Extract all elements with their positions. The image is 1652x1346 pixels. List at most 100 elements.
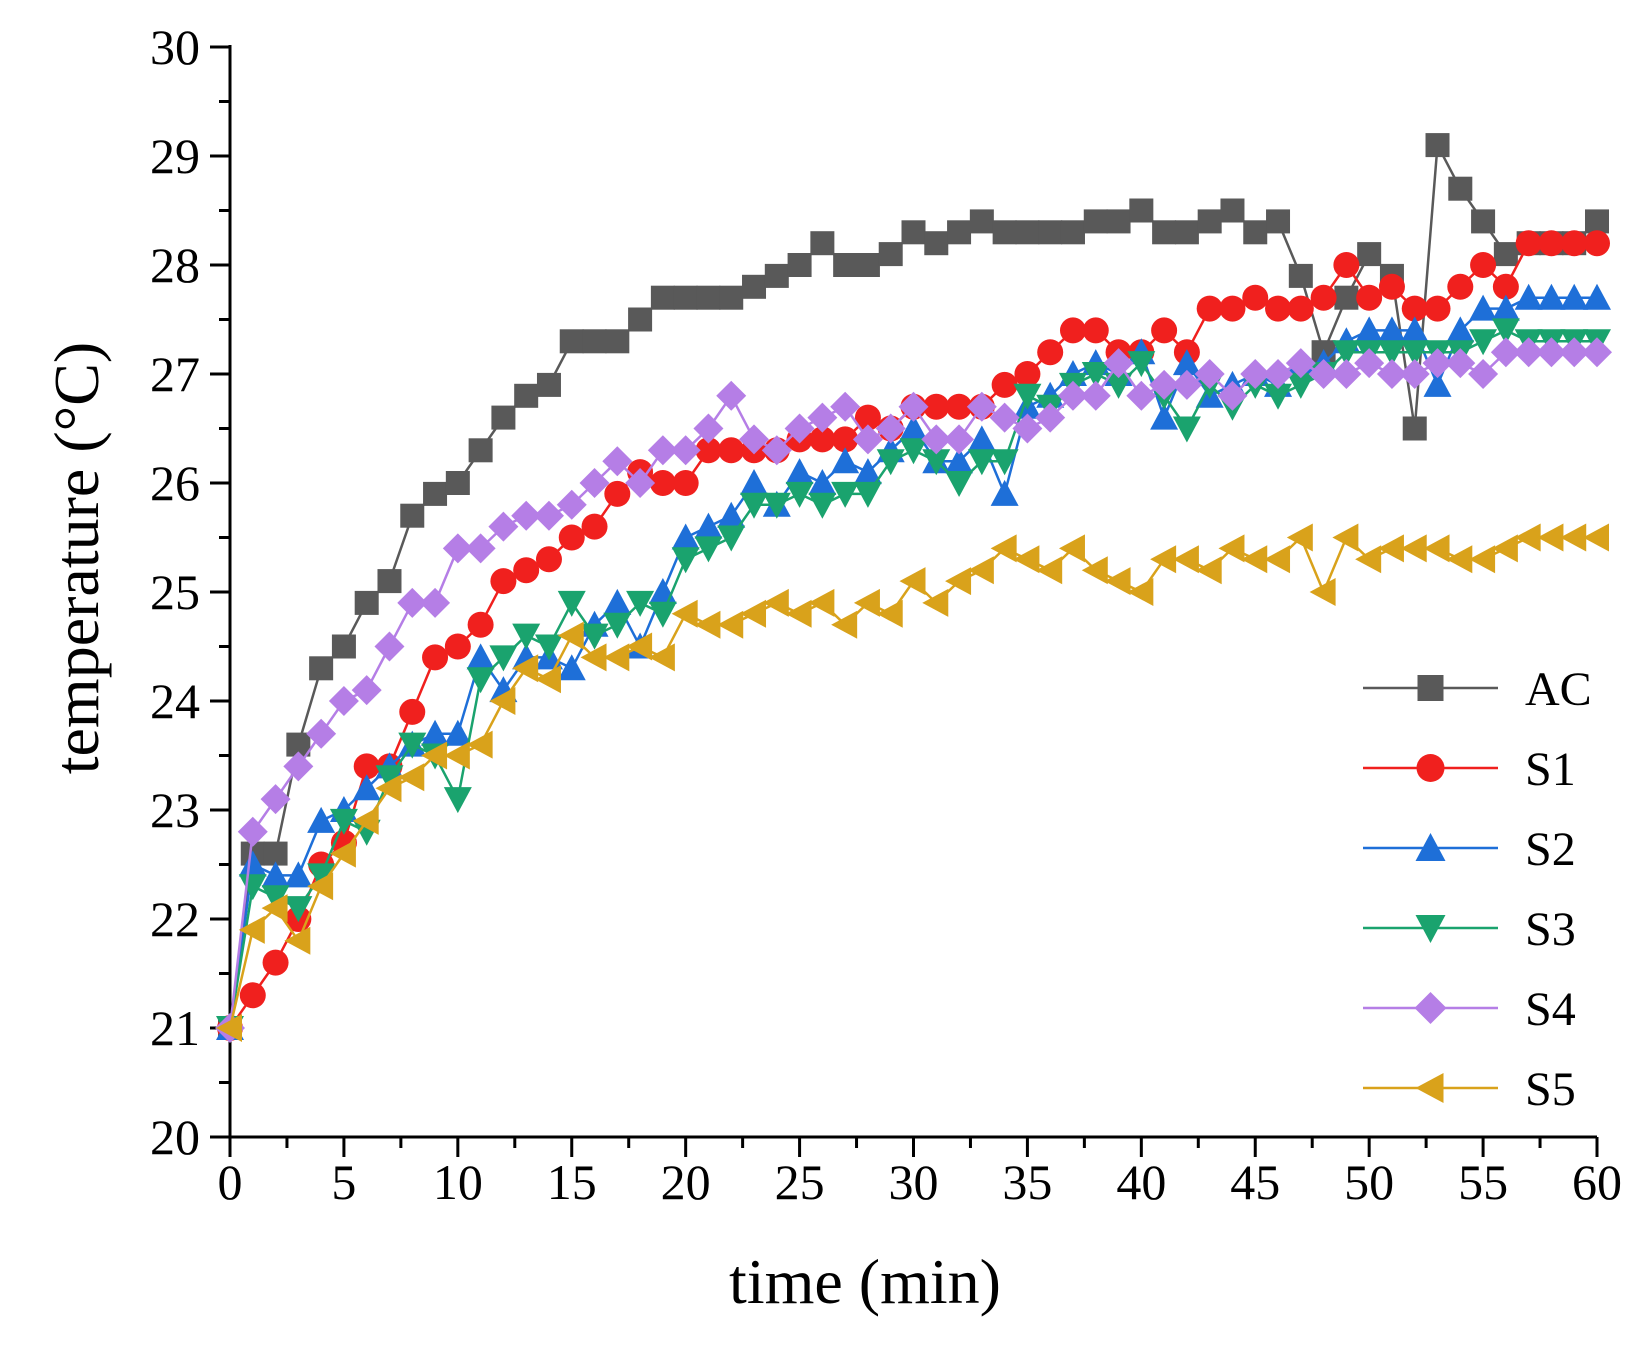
data-point-s2 — [557, 654, 586, 681]
data-point-s1 — [1492, 273, 1519, 300]
data-point-s3 — [740, 492, 769, 519]
data-point-s4 — [852, 424, 883, 455]
data-point-s4 — [921, 424, 952, 455]
data-point-s5 — [1127, 578, 1154, 606]
data-point-s3 — [1013, 383, 1042, 410]
legend-marker — [1415, 833, 1446, 861]
legend-item-s3: S3 — [1363, 903, 1576, 956]
data-point-s3 — [557, 590, 586, 617]
legend-item-s2: S2 — [1363, 823, 1576, 876]
data-point-s3 — [261, 885, 290, 912]
data-point-s1 — [1356, 284, 1383, 311]
data-point-s4 — [1057, 380, 1088, 411]
x-tick-label: 5 — [331, 1154, 356, 1210]
data-point-s5 — [352, 806, 379, 835]
x-tick-label: 0 — [218, 1154, 243, 1210]
data-point-s5 — [421, 741, 448, 770]
data-point-s2 — [899, 414, 928, 441]
data-point-ac — [1083, 209, 1108, 234]
data-point-s4 — [1171, 369, 1202, 400]
y-tick-label: 23 — [150, 782, 200, 838]
data-point-s2 — [466, 643, 495, 670]
data-point-s5 — [1013, 545, 1040, 574]
data-point-ac — [1334, 285, 1359, 310]
data-point-s1 — [262, 949, 289, 976]
data-point-s5 — [785, 599, 812, 628]
legend-marker — [1416, 754, 1445, 782]
data-point-s4 — [328, 686, 359, 716]
data-point-s1 — [1515, 230, 1542, 257]
data-point-s1 — [923, 393, 950, 420]
data-point-s5 — [1469, 545, 1496, 574]
data-point-s3 — [1286, 372, 1315, 399]
data-point-s1 — [1287, 295, 1314, 322]
data-point-s3 — [648, 601, 677, 628]
data-point-s5 — [1150, 545, 1177, 574]
data-point-s4 — [647, 435, 678, 466]
data-point-s5 — [1218, 534, 1245, 563]
y-tick-label: 27 — [150, 346, 200, 402]
data-point-s3 — [443, 787, 472, 814]
legend-item-ac: AC — [1363, 663, 1592, 716]
data-point-ac — [1493, 242, 1518, 267]
legend-marker — [1414, 992, 1447, 1024]
data-point-s4 — [1035, 402, 1066, 433]
data-point-ac — [1357, 242, 1382, 267]
data-point-ac — [855, 253, 880, 277]
x-tick-label: 40 — [1116, 1154, 1166, 1210]
series-s3 — [216, 318, 1611, 1042]
data-point-s4 — [670, 435, 701, 466]
data-point-s5 — [307, 872, 334, 901]
data-point-s5 — [1377, 534, 1404, 563]
data-point-s5 — [945, 567, 972, 596]
data-point-s3 — [831, 481, 860, 508]
data-point-s5 — [694, 610, 721, 639]
data-point-s2 — [740, 469, 769, 495]
data-point-s1 — [695, 437, 722, 464]
data-point-s5 — [740, 599, 767, 628]
data-point-ac — [650, 285, 675, 310]
data-point-s5 — [443, 741, 470, 770]
data-point-s5 — [853, 588, 880, 617]
data-point-ac — [719, 285, 744, 310]
data-point-s1 — [581, 513, 608, 540]
data-point-s2 — [1423, 370, 1452, 397]
data-point-s2 — [1172, 349, 1201, 376]
legend-label: S2 — [1525, 823, 1576, 876]
data-point-s5 — [831, 610, 858, 639]
data-point-s4 — [1331, 359, 1362, 389]
data-point-ac — [309, 656, 334, 681]
legend-label: S5 — [1525, 1063, 1576, 1116]
data-point-s1 — [513, 557, 540, 584]
data-point-s5 — [1036, 556, 1063, 585]
data-point-s2 — [808, 469, 837, 495]
data-point-s4 — [1468, 359, 1499, 389]
data-point-s1 — [672, 470, 699, 496]
data-point-s5 — [512, 654, 539, 683]
data-point-s4 — [739, 424, 770, 455]
data-point-s4 — [716, 380, 747, 411]
data-point-s4 — [1354, 348, 1385, 379]
legend-label: AC — [1525, 663, 1592, 716]
data-point-ac — [423, 481, 448, 506]
data-point-s5 — [398, 763, 425, 792]
data-point-s2 — [1400, 316, 1429, 343]
data-point-s4 — [1240, 359, 1271, 389]
data-point-s4 — [397, 587, 428, 618]
data-point-s3 — [1127, 351, 1156, 378]
data-point-s4 — [1536, 337, 1567, 368]
data-point-s5 — [489, 687, 516, 715]
data-point-s2 — [990, 479, 1019, 506]
data-point-s3 — [762, 492, 791, 519]
data-point-s4 — [1126, 380, 1157, 411]
data-point-ac — [354, 590, 379, 615]
data-point-s4 — [602, 446, 633, 477]
data-point-s5 — [1081, 556, 1108, 585]
data-point-s1 — [991, 371, 1018, 398]
data-point-s5 — [261, 894, 288, 923]
data-point-ac — [559, 329, 584, 354]
data-point-s5 — [1195, 556, 1222, 585]
data-point-s3 — [671, 547, 700, 574]
data-point-s5 — [1583, 523, 1609, 552]
